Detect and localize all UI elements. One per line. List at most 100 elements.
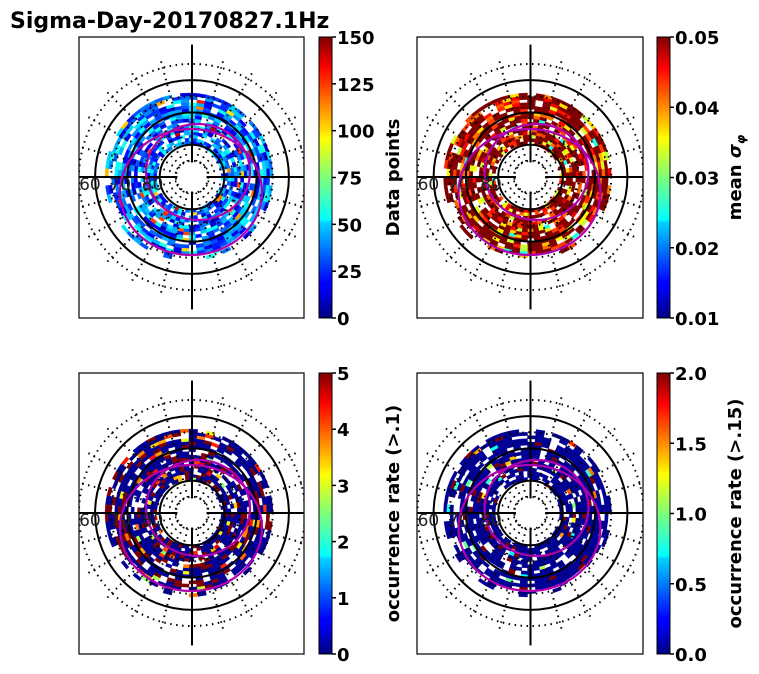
latitude-circle-dotted-85 [513,495,548,531]
data-bin [114,136,123,146]
data-bin [194,563,201,568]
data-bin [443,176,448,187]
data-bin [476,462,485,471]
data-bin [521,564,528,569]
auroral-oval-equatorward [118,127,264,257]
data-bin [522,467,528,472]
data-bin [493,568,502,576]
colorbar-label: mean σφ [725,134,748,220]
data-bin [164,484,171,490]
data-bin [485,168,490,174]
data-bin [265,512,271,522]
data-bin [262,504,267,514]
latitude-label: 80 [480,511,502,531]
data-bin [104,512,109,523]
data-bin [527,99,536,104]
data-bin [601,537,608,548]
data-bin [519,247,528,252]
data-bin [485,478,492,485]
data-bin [520,570,528,575]
colorbar-tick-label: 2.0 [675,364,707,385]
auroral-oval-equatorward [118,463,264,593]
data-bin [153,516,158,521]
data-bin [165,562,173,569]
figure-title: Sigma-Day-20170827.1Hz [10,9,329,34]
colorbar-tick-label: 0.0 [675,645,707,666]
data-bin [213,96,224,104]
data-bin [210,442,220,449]
data-bin [256,153,262,163]
data-bin [499,478,505,485]
data-bin [184,467,190,472]
data-bin [563,549,571,557]
latitude-label: 70 [448,175,470,195]
auroral-ovals [457,458,602,593]
data-bin [182,567,190,572]
colorbar [656,372,671,655]
data-bin [207,132,214,139]
data-bin [182,451,190,456]
data-bin [180,583,190,588]
axes-frame [416,36,644,319]
data-bin [494,158,500,165]
data-bin [511,582,521,588]
data-bin [558,438,569,447]
data-bin [146,142,154,149]
data-bin [587,120,596,130]
data-bin [104,167,109,178]
data-bin [521,231,528,236]
data-bin [194,118,202,124]
data-bin [182,570,190,575]
latitude-label: 80 [142,175,164,195]
data-bin [519,438,528,443]
colorbar-tick-label: 0.02 [675,239,719,260]
data-bin [180,438,190,443]
data-bin [265,504,271,514]
data-bin [162,94,173,101]
data-bin [515,118,523,124]
data-bin [167,202,174,209]
data-bin [182,454,190,459]
axes-frame [78,36,305,319]
data-bin [184,131,190,136]
data-bin [443,495,449,505]
data-bin [587,456,596,466]
data-bin [601,168,606,178]
data-bin [211,103,221,110]
data-bin [482,207,490,214]
data-bin [133,214,142,223]
data-bin [521,228,528,233]
polar-grid [79,380,304,646]
data-bin [480,545,487,553]
data-bin [132,572,142,582]
data-bin [183,557,190,562]
data-bin [552,432,562,440]
data-bin [120,456,130,466]
data-bin [494,494,500,501]
data-bin [224,448,233,456]
polar-plot-area: 60 70 80 [417,44,643,310]
data-bin [520,451,528,456]
data-bin [531,214,537,220]
axes-frame [78,372,305,655]
data-bin [479,455,488,463]
data-bin [229,503,235,509]
data-bin [136,490,143,498]
data-bin [462,204,470,213]
data-bin [601,176,606,186]
polar-plot-area: 60 70 80 [417,380,643,646]
data-bin [216,447,225,455]
data-bin [230,565,239,574]
data-bin [248,213,257,223]
data-bin [120,224,130,234]
colorbar-tick-label: 1.5 [675,434,707,455]
panel-occurrence-rate-015: 60 70 80 0.0 0.5 1.0 1.5 2.0 occurrence rate (>.… [416,364,746,666]
data-bin [262,176,267,186]
colorbar-tick-label: 0.05 [675,28,719,49]
data-bin [237,159,243,167]
data-bin [226,168,232,174]
axes-frame [416,372,644,655]
latitude-label: 60 [418,175,440,195]
data-bin [570,522,576,529]
data-bin [472,165,478,172]
